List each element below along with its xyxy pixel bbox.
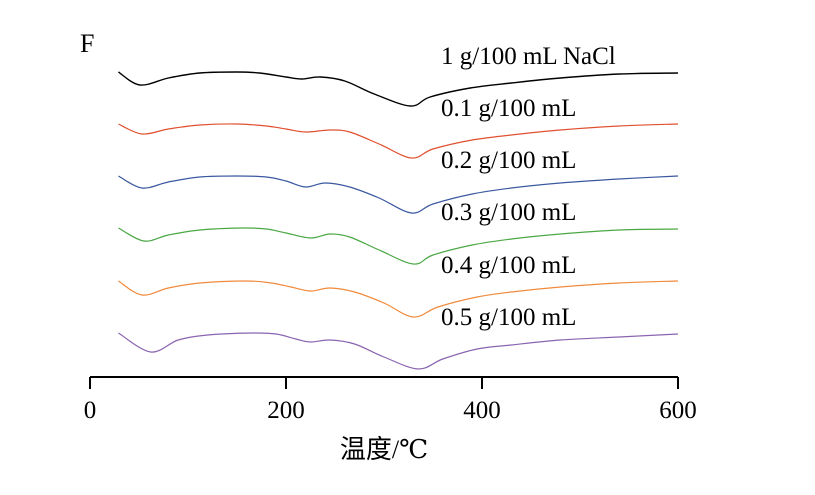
series-label: 0.2 g/100 mL: [441, 147, 576, 174]
series-label: 0.4 g/100 mL: [441, 252, 576, 279]
x-tick-label: 0: [84, 397, 97, 424]
series-layer: [118, 71, 679, 370]
series-line: [118, 280, 679, 318]
series-label: 1 g/100 mL NaCl: [441, 43, 616, 70]
panel-label: F: [80, 29, 94, 58]
series-label: 0.1 g/100 mL: [441, 95, 576, 122]
series-line: [118, 123, 679, 159]
x-tick-label: 200: [267, 397, 305, 424]
series-label: 0.5 g/100 mL: [441, 304, 576, 331]
x-tick-label: 400: [463, 397, 501, 424]
series-line: [118, 227, 679, 265]
series-line: [118, 332, 679, 370]
x-axis-label: 温度/℃: [340, 435, 428, 464]
series-line: [118, 175, 679, 214]
x-ticks: 0 200 400 600: [84, 377, 697, 424]
series-labels: 1 g/100 mL NaCl 0.1 g/100 mL 0.2 g/100 mL 0…: [441, 43, 616, 331]
series-line: [118, 71, 679, 107]
series-label: 0.3 g/100 mL: [441, 199, 576, 226]
x-tick-label: 600: [659, 397, 697, 424]
